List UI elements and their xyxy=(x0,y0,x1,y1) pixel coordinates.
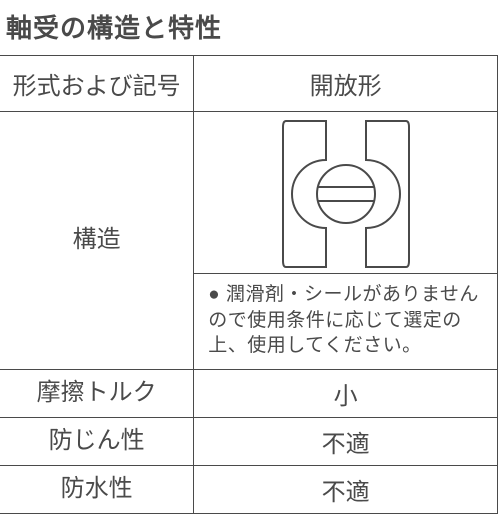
row-label-1: 防じん性 xyxy=(0,417,194,465)
spec-table: 形式および記号 開放形 構造 xyxy=(0,55,498,514)
structure-note-text: 潤滑剤・シールがありませんので使用条件に応じて選定の上、使用してください。 xyxy=(208,284,479,356)
row-value-1: 不適 xyxy=(194,417,498,465)
row-value-0: 小 xyxy=(194,369,498,417)
row-label-2: 防水性 xyxy=(0,465,194,513)
structure-note: ● 潤滑剤・シールがありませんので使用条件に応じて選定の上、使用してください。 xyxy=(194,274,498,370)
header-right: 開放形 xyxy=(194,56,498,112)
row-label-0: 摩擦トルク xyxy=(0,369,194,417)
structure-label: 構造 xyxy=(0,112,194,370)
bearing-cross-section-icon xyxy=(271,118,421,270)
structure-diagram-cell xyxy=(194,112,498,274)
bullet-icon: ● xyxy=(208,282,220,308)
row-value-2: 不適 xyxy=(194,465,498,513)
page-title: 軸受の構造と特性 xyxy=(6,8,496,45)
header-left: 形式および記号 xyxy=(0,56,194,112)
